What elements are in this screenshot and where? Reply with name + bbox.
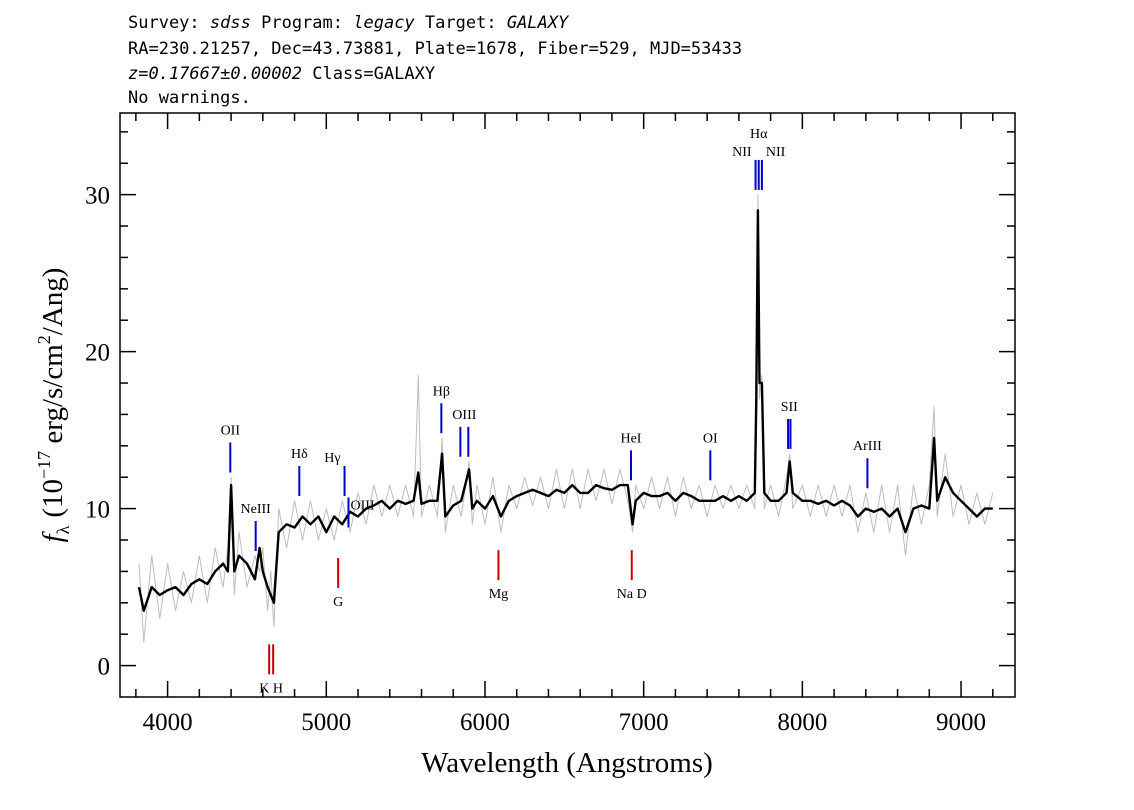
emission-label: ArIII <box>853 439 882 454</box>
absorption-label: K H <box>259 681 283 696</box>
y-title-part: −17 <box>34 451 54 479</box>
header-line: z=0.17667±0.00002 Class=GALAXY <box>128 64 435 84</box>
x-tick-label: 7000 <box>619 709 669 736</box>
header-text: Survey: <box>128 13 200 33</box>
x-tick-label: 5000 <box>301 709 351 736</box>
header-line: Survey: sdss Program: legacy Target: GAL… <box>128 13 570 33</box>
emission-label: Hγ <box>324 451 340 466</box>
y-title-part: 2 <box>34 335 54 344</box>
plot-frame <box>119 112 1016 698</box>
absorption-label: Na D <box>617 587 647 602</box>
emission-label: OI <box>703 431 718 446</box>
absorption-label: G <box>333 595 343 610</box>
emission-label: SII <box>781 400 798 415</box>
emission-label: NII <box>732 145 752 160</box>
header-text: Class=GALAXY <box>312 64 435 84</box>
y-tick-label: 30 <box>85 183 110 210</box>
header-text: GALAXY <box>507 13 570 33</box>
header-text: RA=230.21257, Dec=43.73881, Plate=1678, … <box>128 39 742 59</box>
emission-label: Hβ <box>433 384 450 399</box>
header-text: sdss <box>210 13 251 33</box>
emission-label: HeI <box>620 431 641 446</box>
x-tick-label: 4000 <box>143 709 193 736</box>
y-tick-label: 20 <box>85 340 110 367</box>
y-tick-label: 0 <box>98 654 111 681</box>
y-tick-label: 10 <box>85 497 110 524</box>
emission-label: OII <box>221 424 241 439</box>
spectrum-line <box>138 194 994 643</box>
y-title-part: /Ang) <box>37 268 69 336</box>
emission-label: OIII <box>351 498 375 513</box>
y-axis-title: fλ(10−17 erg/s/cm2/Ang) <box>34 268 73 543</box>
emission-label: Hα <box>750 127 768 142</box>
absorption-label: Mg <box>489 587 508 602</box>
emission-label: NII <box>766 145 786 160</box>
header-text: No warnings. <box>128 88 251 108</box>
y-title-part: erg/s/cm <box>37 344 69 451</box>
emission-label: NeIII <box>241 502 272 517</box>
header-text: Target: <box>425 13 497 33</box>
x-tick-label: 9000 <box>936 709 986 736</box>
spectrum-line <box>137 209 993 612</box>
y-title-part: λ <box>53 525 73 534</box>
header-text: z=0.17667±0.00002 <box>128 64 302 84</box>
y-title-part: (10 <box>37 479 69 518</box>
header-text: Program: <box>261 13 343 33</box>
emission-label: OIII <box>452 408 476 423</box>
x-tick-label: 6000 <box>460 709 510 736</box>
x-axis-title: Wavelength (Angstroms) <box>421 747 713 779</box>
header-text: legacy <box>353 13 415 33</box>
emission-label: Hδ <box>291 447 308 462</box>
x-tick-label: 8000 <box>777 709 827 736</box>
